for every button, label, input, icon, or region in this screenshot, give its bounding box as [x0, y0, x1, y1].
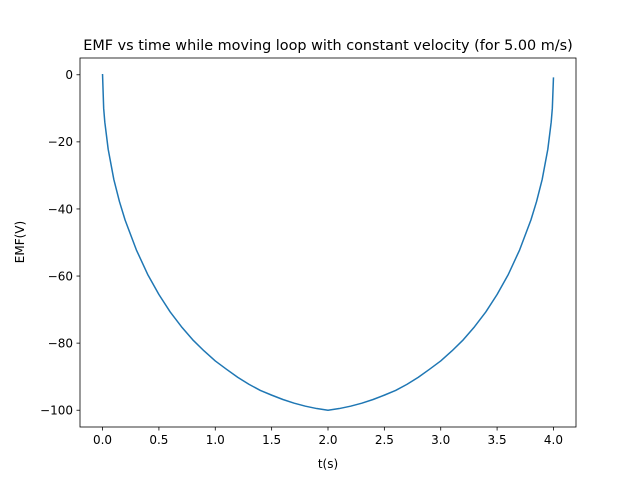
y-axis-label: EMF(V): [13, 221, 27, 263]
y-tick-label: −20: [48, 135, 73, 149]
y-tick-label: 0: [65, 68, 73, 82]
x-tick-label: 3.5: [488, 433, 507, 447]
x-tick-label: 4.0: [544, 433, 563, 447]
y-tick-label: −80: [48, 336, 73, 350]
y-tick-label: −40: [48, 202, 73, 216]
x-tick-label: 2.0: [318, 433, 337, 447]
x-tick-label: 0.5: [149, 433, 168, 447]
x-tick-label: 1.5: [262, 433, 281, 447]
y-tick-label: −60: [48, 269, 73, 283]
x-axis-label: t(s): [318, 457, 338, 471]
series-line-0: [101, 73, 555, 411]
x-tick-label: 1.0: [206, 433, 225, 447]
plot-area: 0.0 0.5 1.0 1.5 2.0 2.5 3.0 3.5 4.0 0 −20 −40 −60 −80…: [40, 57, 577, 447]
x-tick-label: 2.5: [375, 433, 394, 447]
y-tick-label: −100: [40, 404, 73, 418]
chart-title: EMF vs time while moving loop with const…: [83, 38, 572, 54]
x-tick-label: 3.0: [431, 433, 450, 447]
x-tick-label: 0.0: [93, 433, 112, 447]
